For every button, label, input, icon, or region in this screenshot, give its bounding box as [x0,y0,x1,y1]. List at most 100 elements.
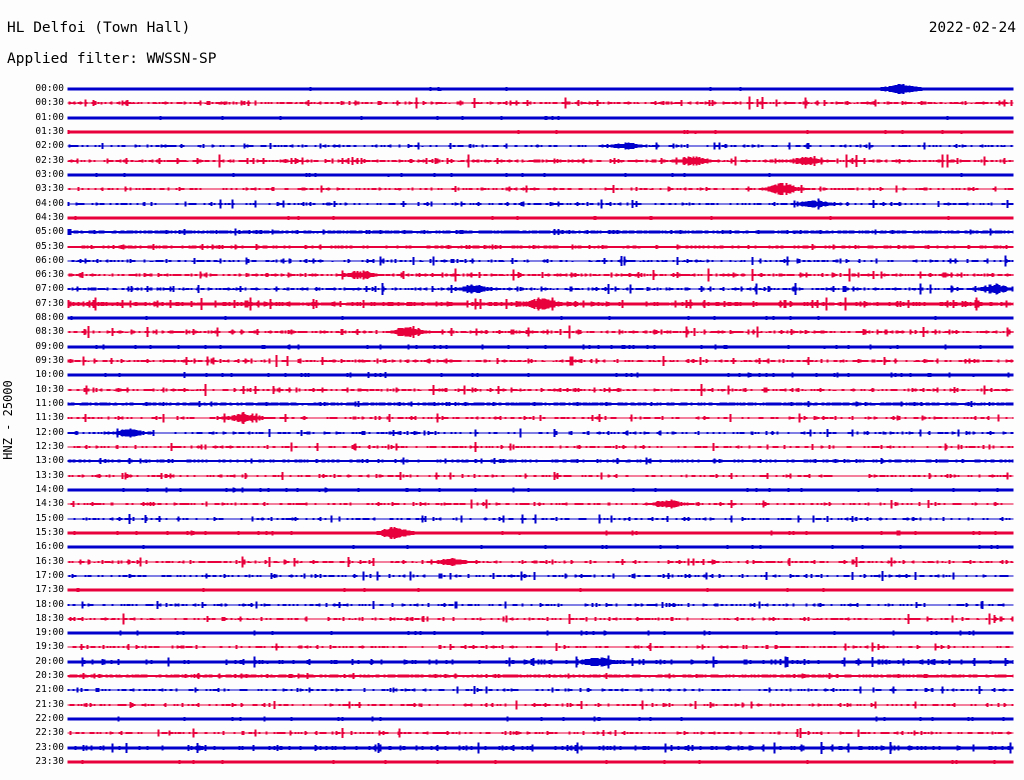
trace-path [67,153,1014,168]
trace-row: 08:00 [0,311,1024,325]
seismic-trace [67,197,1014,211]
trace-row: 18:30 [0,612,1024,626]
trace-row: 04:00 [0,197,1024,211]
seismic-trace [67,469,1014,483]
trace-row: 02:00 [0,139,1024,153]
seismic-trace [67,526,1014,540]
trace-time-label: 10:00 [35,369,64,381]
trace-path [67,600,1014,609]
trace-time-label: 17:00 [35,569,64,581]
trace-time-label: 06:00 [35,254,64,266]
trace-path [67,400,1014,408]
trace-path [67,83,1014,95]
trace-row: 12:30 [0,440,1024,454]
trace-time-label: 19:00 [35,627,64,639]
trace-path [67,412,1014,425]
seismic-trace [67,168,1014,182]
trace-row: 00:00 [0,82,1024,96]
trace-path [67,545,1014,550]
trace-time-label: 14:00 [35,483,64,495]
trace-time-label: 01:00 [35,111,64,123]
trace-path [67,570,1014,581]
trace-row: 07:00 [0,282,1024,296]
trace-time-label: 02:30 [35,154,64,166]
trace-path [67,297,1014,311]
seismic-trace [67,512,1014,526]
trace-path [67,442,1014,452]
trace-time-label: 04:00 [35,197,64,209]
seismic-trace [67,411,1014,425]
trace-path [67,471,1014,480]
seismic-trace [67,225,1014,239]
trace-row: 21:30 [0,698,1024,712]
seismic-trace [67,598,1014,612]
trace-time-label: 09:30 [35,355,64,367]
trace-time-label: 09:00 [35,340,64,352]
trace-time-label: 22:30 [35,727,64,739]
trace-row: 03:30 [0,182,1024,196]
trace-time-label: 23:00 [35,741,64,753]
trace-row: 05:00 [0,225,1024,239]
trace-row: 14:30 [0,497,1024,511]
trace-path [67,197,1014,210]
trace-path [67,643,1014,652]
seismic-trace [67,612,1014,626]
seismic-trace [67,125,1014,139]
trace-row: 01:00 [0,111,1024,125]
seismic-trace [67,311,1014,325]
seismic-trace [67,440,1014,454]
trace-path [67,487,1014,493]
seismic-trace [67,282,1014,296]
seismic-trace [67,741,1014,755]
record-date: 2022-02-24 [928,20,1016,36]
seismic-trace [67,755,1014,769]
trace-path [67,672,1014,680]
trace-path [67,759,1014,765]
trace-time-label: 00:30 [35,97,64,109]
seismic-trace [67,583,1014,597]
seismic-trace [67,354,1014,368]
seismic-trace [67,698,1014,712]
trace-time-label: 06:30 [35,269,64,281]
trace-path [67,526,1014,539]
trace-path [67,243,1014,250]
trace-time-label: 13:00 [35,455,64,467]
trace-time-label: 11:00 [35,398,64,410]
seismic-trace [67,254,1014,268]
trace-time-label: 15:00 [35,512,64,524]
seismic-trace [67,268,1014,282]
trace-path [67,741,1014,754]
seismic-trace [67,655,1014,669]
trace-path [67,372,1014,379]
seismic-trace [67,426,1014,440]
trace-row: 01:30 [0,125,1024,139]
trace-time-label: 07:00 [35,283,64,295]
trace-time-label: 11:30 [35,412,64,424]
trace-row: 09:30 [0,354,1024,368]
seismic-trace [67,325,1014,339]
trace-path [67,129,1014,135]
trace-path [67,556,1014,567]
seismic-trace [67,669,1014,683]
trace-path [67,268,1014,282]
trace-time-label: 12:00 [35,426,64,438]
trace-path [67,383,1014,396]
trace-row: 09:00 [0,340,1024,354]
seismic-trace [67,211,1014,225]
trace-time-label: 15:30 [35,526,64,538]
trace-time-label: 04:30 [35,211,64,223]
trace-time-label: 20:30 [35,670,64,682]
trace-time-label: 05:30 [35,240,64,252]
trace-time-label: 08:00 [35,312,64,324]
seismic-trace [67,383,1014,397]
trace-time-label: 12:30 [35,441,64,452]
seismic-trace [67,555,1014,569]
seismic-trace [67,712,1014,726]
seismic-trace [67,497,1014,511]
trace-row: 16:00 [0,540,1024,554]
trace-path [67,728,1014,739]
trace-time-label: 03:00 [35,168,64,180]
trace-time-label: 10:30 [35,383,64,395]
trace-path [67,686,1014,695]
